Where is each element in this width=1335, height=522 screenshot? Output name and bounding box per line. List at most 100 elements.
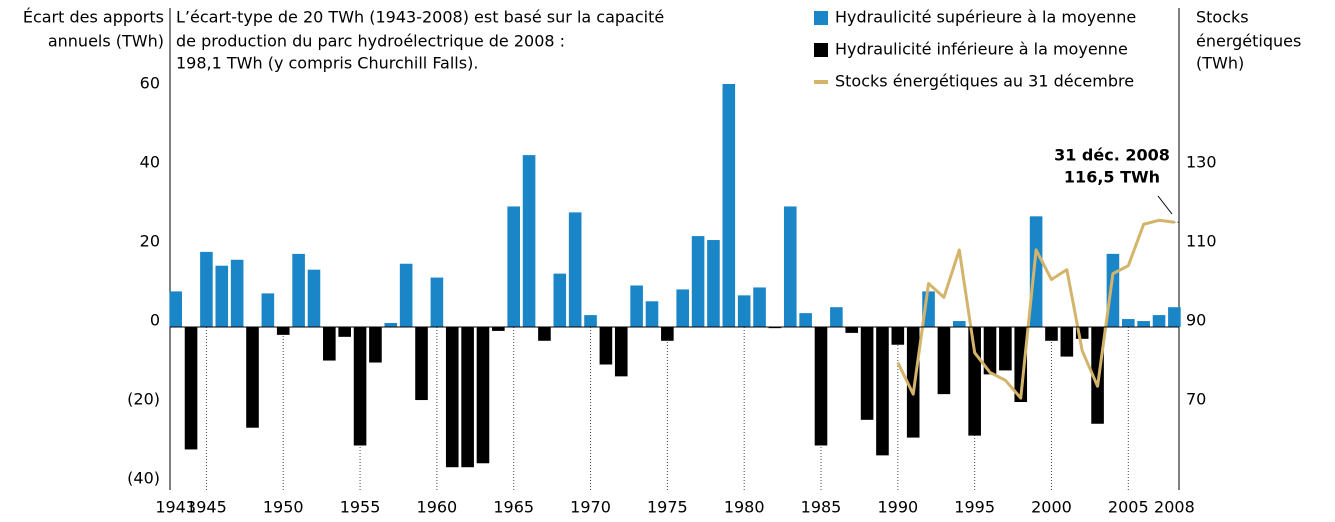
bar bbox=[599, 326, 613, 365]
annotation: 116,5 TWh bbox=[1064, 168, 1160, 187]
bar bbox=[830, 307, 843, 327]
x-tick-label: 1943 bbox=[155, 498, 196, 517]
bar bbox=[999, 326, 1012, 371]
bar bbox=[845, 326, 859, 333]
bar bbox=[753, 287, 766, 327]
y-tick-label: 20 bbox=[140, 231, 160, 250]
bar bbox=[737, 295, 751, 327]
note: 198,1 TWh (y compris Churchill Falls). bbox=[176, 54, 478, 73]
y2-axis-label: (TWh) bbox=[1196, 54, 1244, 73]
x-tick-label: 2000 bbox=[1031, 498, 1072, 517]
bar bbox=[507, 206, 521, 327]
note: L’écart-type de 20 TWh (1943-2008) est b… bbox=[176, 8, 664, 27]
bar bbox=[630, 285, 643, 327]
bar bbox=[476, 326, 490, 464]
legend-swatch bbox=[814, 11, 828, 25]
y2-axis-label: énergétiques bbox=[1196, 32, 1301, 51]
annotation: 31 déc. 2008 bbox=[1054, 146, 1170, 165]
bar bbox=[369, 326, 382, 363]
bar bbox=[384, 323, 398, 327]
x-tick-label: 1965 bbox=[493, 498, 534, 517]
stock-line bbox=[896, 218, 1175, 400]
bar bbox=[1137, 321, 1150, 327]
bar bbox=[937, 326, 951, 395]
bar bbox=[353, 326, 367, 446]
y-tick-label: 0 bbox=[150, 310, 160, 329]
bar bbox=[707, 240, 720, 327]
x-tick-label: 1995 bbox=[954, 498, 995, 517]
bar bbox=[1060, 326, 1074, 357]
bar bbox=[876, 326, 889, 456]
y2-axis-label: Stocks bbox=[1196, 8, 1249, 27]
annotation-pointer bbox=[1157, 195, 1173, 215]
bar bbox=[661, 326, 674, 341]
x-tick-label: 1945 bbox=[186, 498, 227, 517]
y-tick-label: (20) bbox=[127, 389, 160, 408]
bar bbox=[722, 83, 736, 327]
bar bbox=[799, 313, 812, 327]
x-tick-label: 2005 bbox=[1108, 498, 1149, 517]
x-tick-label: 1955 bbox=[340, 498, 381, 517]
bar bbox=[246, 326, 259, 428]
bar bbox=[645, 301, 659, 327]
bar bbox=[906, 326, 920, 438]
bar bbox=[584, 315, 597, 327]
y-axis-label: annuels (TWh) bbox=[48, 32, 164, 51]
legend-label: Hydraulicité supérieure à la moyenne bbox=[835, 8, 1136, 27]
bar bbox=[292, 253, 305, 327]
bar bbox=[814, 326, 828, 446]
bar bbox=[768, 326, 782, 329]
bar bbox=[1168, 307, 1181, 327]
bar bbox=[983, 326, 997, 375]
x-tick-label: 1950 bbox=[263, 498, 304, 517]
bar bbox=[1045, 326, 1058, 341]
bar bbox=[522, 155, 536, 327]
x-tick-label: 1970 bbox=[570, 498, 611, 517]
bar bbox=[338, 326, 351, 337]
bar bbox=[614, 326, 628, 377]
x-tick-label: 2008 bbox=[1154, 498, 1195, 517]
bar bbox=[968, 326, 981, 436]
bar bbox=[399, 263, 413, 327]
y2-tick-label: 70 bbox=[1186, 389, 1206, 408]
legend-label: Stocks énergétiques au 31 décembre bbox=[835, 72, 1134, 91]
y2-tick-label: 110 bbox=[1186, 231, 1217, 250]
x-tick-label: 1985 bbox=[801, 498, 842, 517]
bar bbox=[307, 269, 321, 327]
bar bbox=[553, 273, 567, 327]
bar bbox=[1014, 326, 1028, 403]
bar bbox=[461, 326, 474, 468]
bar bbox=[1029, 216, 1043, 327]
bar bbox=[568, 212, 582, 327]
y-axis-label: Écart des apports bbox=[23, 8, 164, 27]
y2-tick-label: 130 bbox=[1186, 152, 1217, 171]
bar bbox=[1152, 315, 1166, 327]
x-tick-label: 1975 bbox=[647, 498, 688, 517]
x-tick-label: 1990 bbox=[877, 498, 918, 517]
bar bbox=[691, 236, 705, 327]
bar bbox=[1121, 319, 1135, 327]
x-tick-label: 1980 bbox=[724, 498, 765, 517]
y-tick-label: (40) bbox=[127, 469, 160, 488]
bar bbox=[169, 291, 182, 327]
bar bbox=[215, 265, 229, 327]
bar bbox=[952, 321, 966, 327]
bar bbox=[492, 326, 505, 331]
bar bbox=[783, 206, 797, 327]
bar bbox=[445, 326, 459, 468]
bar bbox=[261, 293, 275, 327]
bar bbox=[200, 251, 213, 327]
bar bbox=[1075, 326, 1089, 339]
bar bbox=[430, 277, 444, 327]
bar bbox=[184, 326, 198, 450]
legend-swatch bbox=[814, 43, 828, 57]
bar bbox=[860, 326, 874, 420]
x-tick-label: 1960 bbox=[417, 498, 458, 517]
bar bbox=[676, 289, 690, 327]
bar bbox=[415, 326, 428, 401]
bar bbox=[891, 326, 905, 345]
y2-tick-label: 90 bbox=[1186, 310, 1206, 329]
bar bbox=[230, 259, 244, 327]
y-tick-label: 60 bbox=[140, 73, 160, 92]
